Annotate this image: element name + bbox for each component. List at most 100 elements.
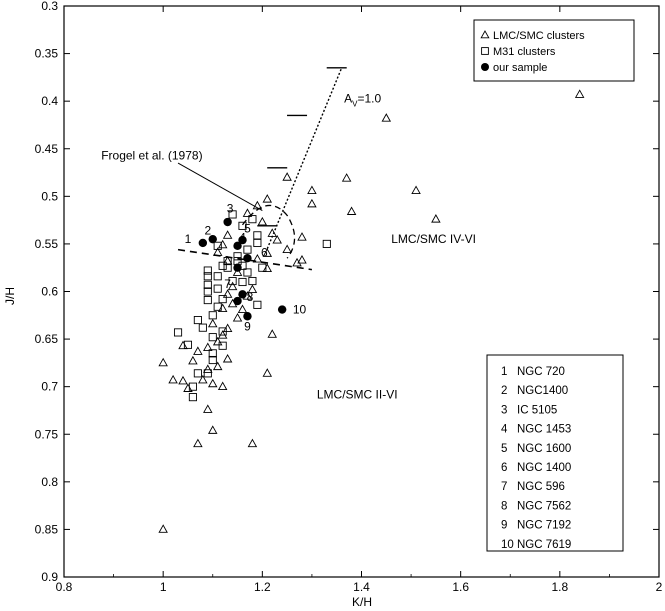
lmc-smc-cluster-point xyxy=(282,244,292,254)
point-number-label: 9 xyxy=(244,320,251,334)
reddening-vector xyxy=(266,67,343,249)
chart-annotation: LMC/SMC IV-VI xyxy=(391,232,476,246)
point-number-label: 8 xyxy=(247,290,254,304)
m31-cluster-point xyxy=(203,280,212,289)
sample-point xyxy=(243,253,252,263)
chart-annotation: AV=1.0 xyxy=(344,91,381,108)
lmc-smc-cluster-point xyxy=(193,346,203,355)
y-tick-label: 0.8 xyxy=(41,475,58,489)
point-number-label: 7 xyxy=(224,277,231,291)
legend-dot-marker xyxy=(481,63,489,71)
key-galaxy-name: NGC 7562 xyxy=(517,500,571,512)
lmc-smc-cluster-point xyxy=(307,185,317,195)
x-tick-label: 0.8 xyxy=(56,580,73,594)
y-tick-label: 0.9 xyxy=(41,570,58,584)
key-galaxy-name: NGC 596 xyxy=(517,481,565,493)
y-tick-label: 0.35 xyxy=(35,47,59,61)
x-tick-label: 1.6 xyxy=(452,580,469,594)
lmc-smc-cluster-point xyxy=(203,342,213,352)
x-axis-title: K/H xyxy=(352,595,372,609)
y-tick-label: 0.6 xyxy=(41,285,58,299)
lmc-smc-cluster-point xyxy=(411,185,421,195)
lmc-smc-cluster-point xyxy=(262,263,273,273)
m31-cluster-point xyxy=(203,266,212,275)
lmc-smc-cluster-point xyxy=(252,200,263,210)
lmc-smc-cluster-point xyxy=(188,355,198,365)
legend-box xyxy=(473,19,635,82)
legend-square-marker xyxy=(481,47,489,55)
lmc-smc-cluster-point xyxy=(158,357,168,367)
m31-cluster-point xyxy=(218,341,227,350)
point-number-label: 5 xyxy=(244,222,251,236)
lmc-smc-cluster-point xyxy=(207,425,218,434)
point-number-label: 2 xyxy=(204,224,211,238)
m31-cluster-point xyxy=(253,231,262,240)
chart-annotation: LMC/SMC II-VI xyxy=(317,387,398,401)
y-tick-label: 0.4 xyxy=(41,94,58,108)
key-galaxy-name: NGC1400 xyxy=(517,385,568,397)
key-galaxy-name: NGC 720 xyxy=(517,366,565,378)
y-tick-label: 0.7 xyxy=(41,380,58,394)
m31-cluster-point xyxy=(203,369,212,378)
y-tick-label: 0.55 xyxy=(35,237,59,251)
lmc-smc-cluster-point xyxy=(262,248,273,257)
legend: LMC/SMC clusters M31 clusters our sample xyxy=(473,19,635,82)
y-tick-label: 0.75 xyxy=(35,427,59,441)
key-galaxy-name: NGC 7619 xyxy=(517,539,571,551)
annotation-text: LMC/SMC II-VI xyxy=(317,387,398,401)
m31-cluster-point xyxy=(218,327,227,336)
x-tick-label: 1.2 xyxy=(254,580,271,594)
m31-cluster-point xyxy=(248,215,257,224)
key-galaxy-name: NGC 1400 xyxy=(517,462,571,474)
lmc-smc-cluster-point xyxy=(178,375,188,385)
lmc-smc-cluster-point xyxy=(252,254,263,263)
key-number: 5 xyxy=(501,443,507,455)
m31-cluster-point xyxy=(188,393,197,402)
lmc-smc-cluster-point xyxy=(282,172,292,181)
m31-cluster-point xyxy=(203,296,212,305)
m31-cluster-point xyxy=(203,287,212,296)
lmc-smc-cluster-point xyxy=(247,438,258,448)
lmc-smc-cluster-point xyxy=(257,216,268,226)
annotation-text: Frogel et al. (1978) xyxy=(101,148,202,162)
lmc-smc-cluster-point xyxy=(262,194,273,203)
m31-cluster-point xyxy=(248,276,257,286)
m31-cluster-point xyxy=(218,261,227,270)
point-number-label: 6 xyxy=(261,245,268,259)
m31-cluster-point xyxy=(218,295,227,304)
y-tick-label: 0.65 xyxy=(35,332,59,346)
annotation-suffix: =1.0 xyxy=(358,91,382,105)
sample-point xyxy=(223,217,232,227)
lmc-smc-cluster-point xyxy=(292,257,302,267)
frogel-pointer xyxy=(177,162,263,212)
lmc-smc-cluster-point xyxy=(346,206,357,215)
galaxy-key-box: 1 NGC 720 2 NGC1400 3 IC 5105 4 NGC 1453 5 NGC 16… xyxy=(486,354,624,552)
chart-marks xyxy=(158,67,585,533)
lmc-smc-cluster-point xyxy=(183,383,193,392)
sample-point xyxy=(233,296,242,306)
lmc-smc-cluster-point xyxy=(158,524,168,533)
lmc-smc-cluster-point xyxy=(267,228,278,237)
m31-cluster-point xyxy=(208,355,217,365)
x-tick-label: 1.4 xyxy=(353,580,370,594)
m31-cluster-point xyxy=(193,369,202,378)
y-tick-label: 0.45 xyxy=(35,142,59,156)
m31-cluster-point xyxy=(228,276,237,286)
point-number-label: 1 xyxy=(185,232,192,246)
legend-label: our sample xyxy=(493,62,547,74)
key-number: 4 xyxy=(501,424,508,436)
sample-point xyxy=(233,263,242,272)
point-number-label: 3 xyxy=(227,202,234,216)
lmc-smc-cluster-point xyxy=(193,438,203,448)
key-galaxy-name: IC 5105 xyxy=(517,404,557,416)
lmc-smc-cluster-point xyxy=(431,214,441,223)
m31-cluster-point xyxy=(258,263,267,272)
lmc-smc-cluster-point xyxy=(222,353,233,363)
sample-point xyxy=(238,290,247,299)
key-galaxy-name: NGC 1600 xyxy=(517,443,571,455)
chart-ticks: 0.8 1 1.2 1.4 1.6 1.8 2 0.3 0.35 0.4 0.45 0.5 0.55 0.… xyxy=(35,0,663,594)
m31-cluster-point xyxy=(208,333,217,342)
key-number: 9 xyxy=(501,520,507,532)
frogel-locus-line xyxy=(177,248,313,271)
